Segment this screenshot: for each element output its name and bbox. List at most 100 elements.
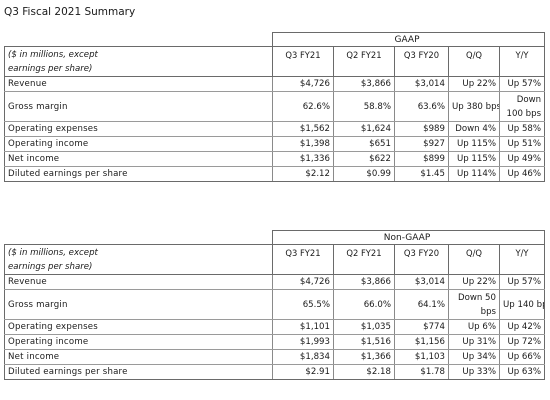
table-row: Gross margin 62.6% 58.8% 63.6% Up 380 bp… [4, 91, 546, 122]
table-row: Gross margin 65.5% 66.0% 64.1% Down 50 b… [4, 289, 546, 320]
table-cell: $1,562 [272, 121, 334, 137]
table-cell: Up 51% [498, 136, 546, 152]
table-cell: 62.6% [272, 91, 334, 122]
table-cell: Up 72% [498, 334, 546, 350]
table-cell: $2.18 [333, 364, 395, 380]
table-cell: $1,035 [333, 319, 395, 335]
table-row: Diluted earnings per share $2.12 $0.99 $… [4, 166, 546, 182]
table-cell: $3,866 [333, 274, 395, 290]
header-row-continued: earnings per share) [4, 62, 546, 77]
table-cell: $1,156 [394, 334, 449, 350]
table-row: Operating income $1,993 $1,516 $1,156 Up… [4, 334, 546, 350]
table-cell: $4,726 [272, 274, 334, 290]
table-row: Revenue $4,726 $3,866 $3,014 Up 22% Up 5… [4, 274, 546, 290]
table-cell: Up 49% [498, 151, 546, 167]
table-cell: Up 22% [448, 274, 500, 290]
row-label: Operating income [4, 136, 273, 152]
table-row: Net income $1,834 $1,366 $1,103 Up 34% U… [4, 349, 546, 365]
row-label: Net income [4, 349, 273, 365]
table-cell: $1,993 [272, 334, 334, 350]
table-cell: $1,336 [272, 151, 334, 167]
table-cell: $774 [394, 319, 449, 335]
page-title: Q3 Fiscal 2021 Summary [4, 6, 136, 18]
table-cell: $1,101 [272, 319, 334, 335]
table-cell: 65.5% [272, 289, 334, 320]
row-label: Revenue [4, 76, 273, 92]
table-cell: Up 140 bps [498, 289, 546, 320]
table-cell: 64.1% [394, 289, 449, 320]
table-cell: $1,516 [333, 334, 395, 350]
column-header: Q/Q [448, 46, 500, 62]
table-cell: Down 4% [448, 121, 500, 137]
row-label: Gross margin [4, 289, 273, 320]
row-label: Net income [4, 151, 273, 167]
table-cell: $1,366 [333, 349, 395, 365]
table-cell: Up 57% [498, 76, 546, 92]
units-label: ($ in millions, except [4, 244, 273, 260]
gaap-summary-table: GAAP ($ in millions, except Q3 FY21 Q2 F… [4, 32, 546, 182]
units-label: ($ in millions, except [4, 46, 273, 62]
column-header: Q3 FY21 [272, 46, 334, 62]
column-header: Q3 FY20 [394, 244, 449, 260]
section-title: Non-GAAP [271, 230, 546, 245]
column-header: Y/Y [498, 244, 546, 260]
units-label: earnings per share) [4, 62, 273, 77]
table-cell: Up 63% [498, 364, 546, 380]
header-row: ($ in millions, except Q3 FY21 Q2 FY21 Q… [4, 46, 546, 62]
table-cell: Up 46% [498, 166, 546, 182]
table-row: Operating income $1,398 $651 $927 Up 115… [4, 136, 546, 152]
table-cell: Up 31% [448, 334, 500, 350]
column-header: Q3 FY21 [272, 244, 334, 260]
column-header: Q/Q [448, 244, 500, 260]
table-cell: 66.0% [333, 289, 395, 320]
column-header: Q2 FY21 [333, 244, 395, 260]
table-cell: $651 [333, 136, 395, 152]
table-cell: $927 [394, 136, 449, 152]
table-row: Operating expenses $1,101 $1,035 $774 Up… [4, 319, 546, 335]
header-row-continued: earnings per share) [4, 260, 546, 275]
row-label: Diluted earnings per share [4, 166, 273, 182]
table-cell: $1,103 [394, 349, 449, 365]
column-header: Y/Y [498, 46, 546, 62]
column-header: Q2 FY21 [333, 46, 395, 62]
table-cell: Up 34% [448, 349, 500, 365]
table-cell: $4,726 [272, 76, 334, 92]
table-cell: $899 [394, 151, 449, 167]
table-cell: 58.8% [333, 91, 395, 122]
table-cell: Down 100 bps [498, 91, 546, 122]
table-cell: $2.12 [272, 166, 334, 182]
table-cell: 63.6% [394, 91, 449, 122]
table-cell: Up 58% [498, 121, 546, 137]
row-label: Gross margin [4, 91, 273, 122]
table-cell: Up 66% [498, 349, 546, 365]
table-cell: Up 115% [448, 151, 500, 167]
row-label: Operating income [4, 334, 273, 350]
table-cell: $1,624 [333, 121, 395, 137]
units-label: earnings per share) [4, 260, 273, 275]
table-cell: $0.99 [333, 166, 395, 182]
row-label: Operating expenses [4, 121, 273, 137]
table-cell: $3,014 [394, 274, 449, 290]
table-cell: Up 115% [448, 136, 500, 152]
section-title-row: GAAP [5, 32, 546, 47]
table-cell: Up 33% [448, 364, 500, 380]
row-label: Diluted earnings per share [4, 364, 273, 380]
row-label: Operating expenses [4, 319, 273, 335]
table-cell: Up 380 bps [448, 91, 500, 122]
row-label: Revenue [4, 274, 273, 290]
table-cell: $3,866 [333, 76, 395, 92]
table-row: Operating expenses $1,562 $1,624 $989 Do… [4, 121, 546, 137]
table-cell: $2.91 [272, 364, 334, 380]
table-cell: $1.78 [394, 364, 449, 380]
table-cell: $1,398 [272, 136, 334, 152]
table-cell: $1.45 [394, 166, 449, 182]
column-header: Q3 FY20 [394, 46, 449, 62]
table-row: Revenue $4,726 $3,866 $3,014 Up 22% Up 5… [4, 76, 546, 92]
table-row: Net income $1,336 $622 $899 Up 115% Up 4… [4, 151, 546, 167]
table-cell: Up 22% [448, 76, 500, 92]
table-cell: $989 [394, 121, 449, 137]
table-cell: Up 42% [498, 319, 546, 335]
table-row: Diluted earnings per share $2.91 $2.18 $… [4, 364, 546, 380]
table-cell: $622 [333, 151, 395, 167]
section-title-row: Non-GAAP [5, 230, 546, 245]
